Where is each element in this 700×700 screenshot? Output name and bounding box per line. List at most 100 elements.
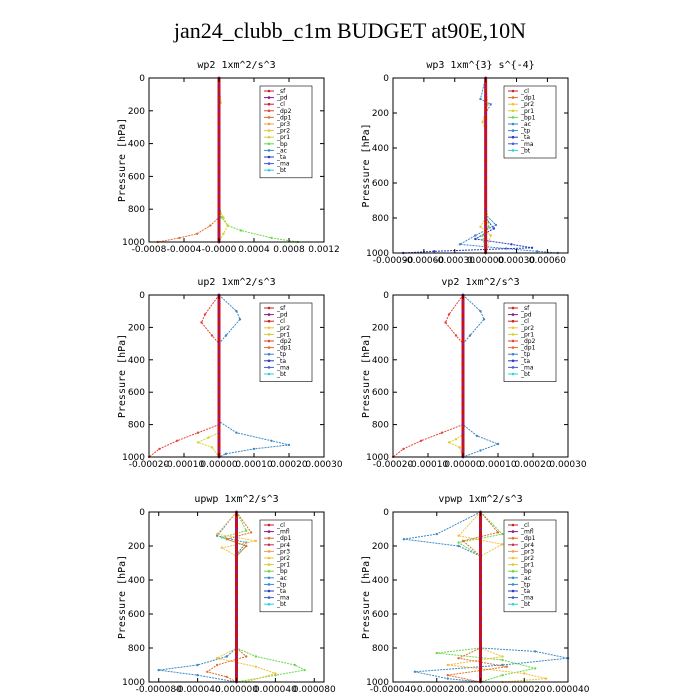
data-point [446,663,449,667]
profile-marker [235,561,238,565]
legend-marker [267,116,271,119]
profile-marker [217,342,221,345]
x-tick-label: 0.000080 [293,685,336,695]
y-tick-label: 200 [372,323,389,333]
x-tick-label: -0.00020 [373,460,414,470]
legend-entry: _dp2 [276,338,292,345]
profile-marker [484,225,488,229]
legend-entry: _dp1 [520,345,536,352]
legend-marker [267,135,271,139]
legend-entry: _pr1 [520,331,534,338]
legend-marker [267,366,271,369]
data-point [235,310,238,313]
legend-marker [267,563,271,566]
legend-entry: _bt [276,167,287,174]
x-tick-label: 0.00060 [529,256,566,266]
data-point [215,534,219,537]
data-point [224,452,228,455]
data-point [196,431,200,434]
panel-4: vp2 1xm^2/s^3 Pressure [hPa] 0 200 400 600 800… [361,277,587,470]
y-tick-label: 400 [372,356,389,366]
y-tick-label: 400 [128,356,145,366]
profile-marker [217,390,221,394]
legend-marker [267,162,271,165]
legend-marker [511,589,515,593]
legend-marker [267,352,271,356]
data-point [457,534,460,537]
data-point [479,225,482,228]
profile-marker [235,570,238,573]
profile-marker [217,407,221,410]
x-tick-label: -0.000080 [136,685,182,695]
legend-marker [511,543,515,547]
series-line-dp1 [206,511,252,683]
profile-marker [479,604,482,607]
profile-marker [479,621,482,624]
legend-marker [511,352,515,356]
profile-marker [217,207,221,211]
profile-marker [484,111,488,115]
profile-marker [461,350,465,354]
profile-marker [461,390,465,394]
data-point [523,672,526,675]
data-point [207,436,210,439]
x-tick-label: -0.00010 [408,460,449,470]
profile-marker [461,407,465,410]
legend-marker [267,523,271,527]
data-point [215,663,219,667]
y-tick-label: 800 [128,205,145,215]
legend-entry: _cl [520,522,529,529]
legend-entry: _pr2 [520,325,534,332]
legend-marker [267,602,271,606]
y-tick-label: 600 [372,610,389,620]
y-tick-label: 600 [372,388,389,398]
legend-entry: _ma [276,161,290,168]
data-point [496,531,500,534]
legend-entry: _ta [520,358,530,365]
legend-entry: _pr4 [276,542,290,549]
data-point [200,321,203,324]
series-line-tp [218,294,290,458]
legend-marker [511,96,515,99]
x-tick-label: -0.00060 [404,256,445,266]
legend-marker [267,556,271,560]
y-tick-label: 400 [128,140,145,150]
legend-marker [511,339,515,343]
profile-marker [217,301,221,305]
profile-marker [461,317,465,321]
legend-marker [267,306,271,310]
legend-marker [267,550,271,553]
profile-marker [217,175,221,178]
y-tick-label: 0 [383,74,389,84]
y-axis-label: Pressure [hPa] [117,334,128,418]
legend-entry: _dp1 [276,114,292,121]
data-point [158,447,161,451]
data-point [481,120,484,124]
profile-marker [484,120,488,124]
x-tick-label: 0.00010 [235,460,272,470]
legend-entry: _pr1 [276,331,290,338]
legend-marker [511,89,515,93]
profile-marker [217,326,221,329]
y-axis-label: Pressure [hPa] [361,334,372,418]
profile-marker [217,366,221,370]
legend-entry: _ta [276,154,286,161]
legend-entry: _sf [276,88,286,95]
legend-entry: _pr1 [520,562,534,569]
data-point [440,431,444,434]
series-line-dp1 [157,78,220,243]
data-point [454,438,458,441]
profile-marker [235,629,238,633]
data-point [435,651,438,655]
y-tick-label: 1000 [366,678,389,688]
profile-marker [235,587,238,590]
y-axis-label: Pressure [hPa] [361,123,372,207]
legend-marker [267,319,271,323]
x-tick-label: -0.000040 [370,685,416,695]
legend-entry: _ac [276,575,287,582]
x-tick-label: 0.00030 [498,256,535,266]
plot-frame [148,77,325,243]
x-tick-label: -0.00090 [373,256,414,266]
legend-marker [511,563,515,566]
y-tick-label: 1000 [122,453,145,463]
